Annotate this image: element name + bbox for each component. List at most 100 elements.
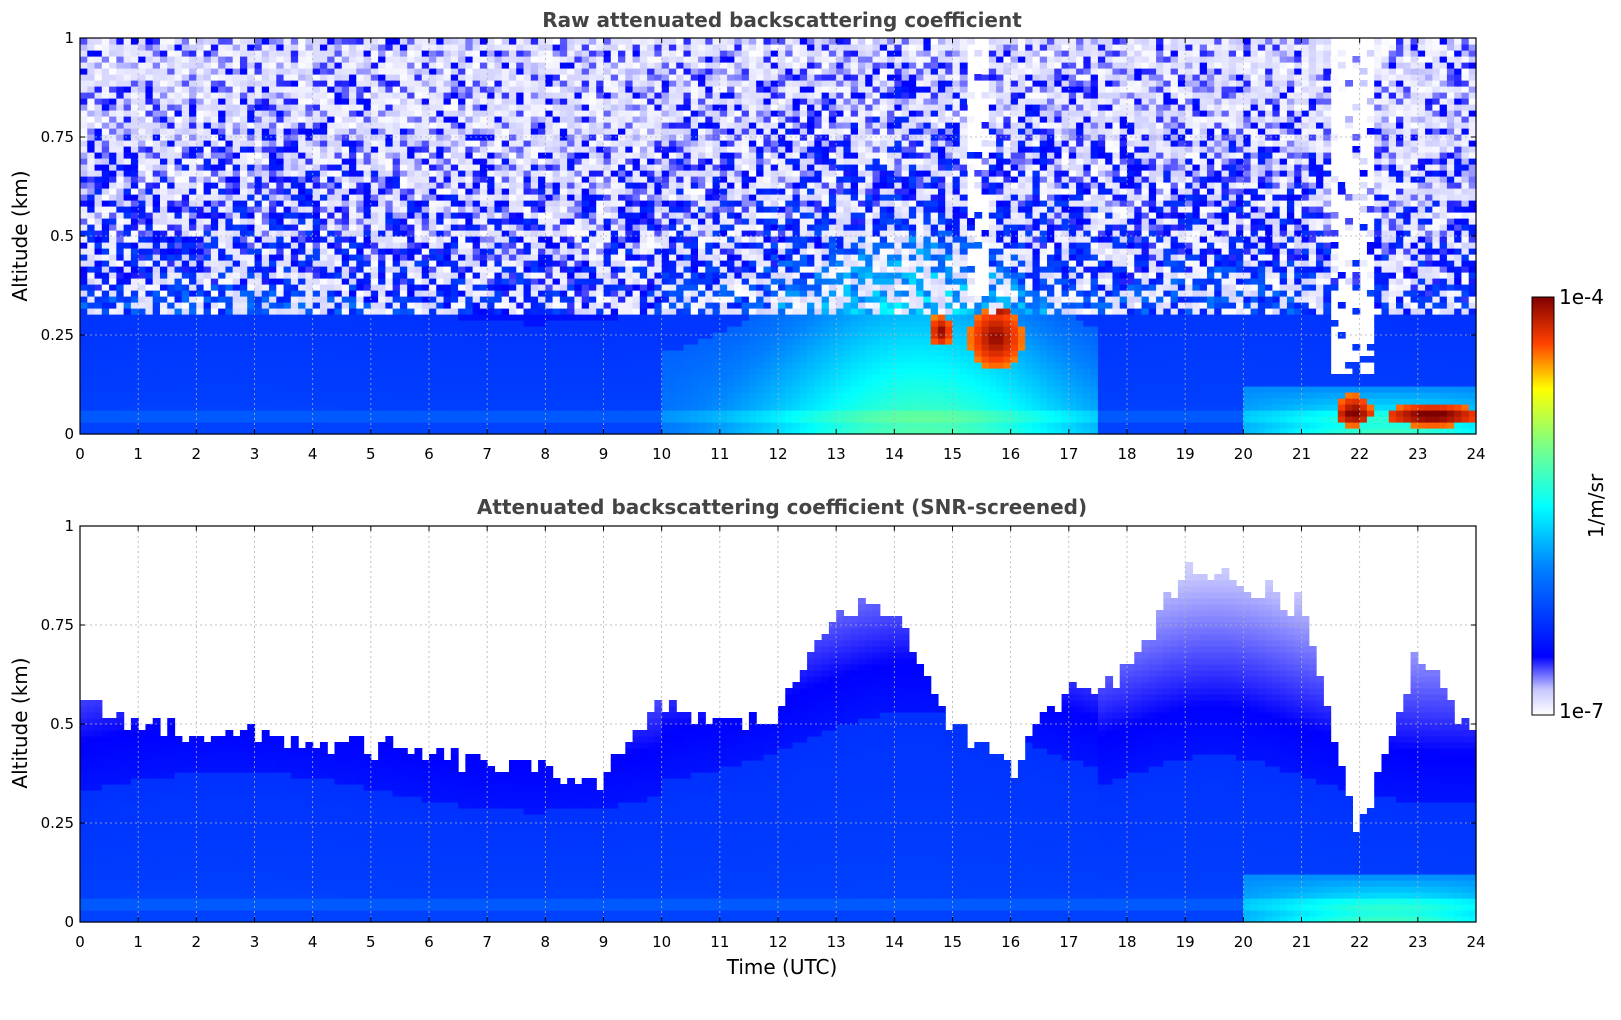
- heatmap-cell: [159, 146, 168, 153]
- heatmap-cell: [545, 146, 554, 153]
- heatmap-cell: [87, 314, 96, 321]
- heatmap-cell: [581, 116, 590, 123]
- heatmap-cell: [232, 158, 241, 165]
- heatmap-cell: [625, 362, 634, 369]
- heatmap-cell: [429, 224, 437, 231]
- heatmap-cell: [399, 380, 408, 387]
- heatmap-cell: [254, 170, 263, 177]
- heatmap-cell: [603, 272, 612, 279]
- heatmap-cell: [130, 182, 139, 189]
- heatmap-cell: [414, 110, 423, 117]
- heatmap-cell: [501, 338, 510, 345]
- heatmap-cell: [356, 392, 365, 399]
- heatmap-cell: [327, 290, 336, 297]
- heatmap-cell: [465, 164, 474, 171]
- heatmap-cell: [567, 182, 576, 189]
- heatmap-cell: [501, 170, 510, 177]
- heatmap-cell: [327, 122, 336, 129]
- heatmap-cell: [283, 56, 292, 63]
- heatmap-cell: [443, 158, 452, 165]
- heatmap-cell: [167, 374, 176, 381]
- heatmap-cell: [261, 242, 270, 249]
- heatmap-cell: [319, 194, 328, 201]
- heatmap-cell: [189, 326, 197, 333]
- heatmap-cell: [327, 344, 336, 351]
- heatmap-cell: [254, 332, 263, 339]
- heatmap-cell: [138, 278, 147, 285]
- heatmap-cell: [625, 194, 634, 201]
- heatmap-cell: [334, 44, 343, 51]
- heatmap-cell: [552, 338, 561, 345]
- heatmap-cell: [581, 248, 590, 255]
- heatmap-cell: [116, 188, 125, 195]
- heatmap-cell: [225, 50, 234, 57]
- heatmap-cell: [487, 200, 496, 207]
- heatmap-cell: [501, 344, 510, 351]
- heatmap-cell: [523, 392, 532, 399]
- heatmap-cell: [581, 122, 590, 129]
- heatmap-cell: [516, 44, 525, 51]
- heatmap-cell: [181, 398, 190, 405]
- heatmap-cell: [167, 308, 176, 315]
- heatmap-cell: [349, 422, 357, 429]
- heatmap-cell: [494, 182, 503, 189]
- heatmap-cell: [145, 248, 154, 255]
- heatmap-cell: [261, 200, 270, 207]
- heatmap-cell: [116, 122, 125, 129]
- heatmap-cell: [305, 92, 314, 99]
- heatmap-cell: [472, 272, 481, 279]
- heatmap-cell: [189, 404, 197, 411]
- heatmap-cell: [276, 368, 285, 375]
- heatmap-cell: [479, 314, 488, 321]
- heatmap-cell: [487, 224, 496, 231]
- heatmap-cell: [210, 188, 219, 195]
- heatmap-cell: [494, 320, 503, 327]
- heatmap-cell: [232, 242, 241, 249]
- heatmap-cell: [334, 374, 343, 381]
- heatmap-cell: [618, 428, 626, 435]
- heatmap-cell: [392, 386, 401, 393]
- heatmap-cell: [399, 338, 408, 345]
- heatmap-cell: [101, 404, 110, 411]
- heatmap-cell: [399, 206, 408, 213]
- heatmap-cell: [269, 92, 277, 99]
- heatmap-cell: [574, 194, 583, 201]
- heatmap-cell: [479, 398, 488, 405]
- heatmap-cell: [189, 146, 197, 153]
- heatmap-cell: [523, 410, 532, 417]
- heatmap-cell: [618, 290, 626, 297]
- heatmap-cell: [399, 182, 408, 189]
- heatmap-cell: [167, 404, 176, 411]
- heatmap-cell: [87, 182, 96, 189]
- heatmap-cell: [232, 344, 241, 351]
- heatmap-cell: [567, 356, 576, 363]
- heatmap-cell: [174, 218, 183, 225]
- heatmap-cell: [290, 176, 299, 183]
- heatmap-cell: [239, 134, 248, 141]
- heatmap-cell: [385, 272, 394, 279]
- heatmap-cell: [596, 86, 605, 93]
- heatmap-cell: [465, 422, 474, 429]
- heatmap-cell: [327, 296, 336, 303]
- heatmap-cell: [552, 68, 561, 75]
- heatmap-cell: [450, 266, 459, 273]
- heatmap-cell: [618, 56, 626, 63]
- heatmap-cell: [487, 398, 496, 405]
- heatmap-cell: [159, 212, 168, 219]
- heatmap-cell: [130, 350, 139, 357]
- heatmap-cell: [312, 392, 321, 399]
- heatmap-cell: [407, 194, 416, 201]
- heatmap-cell: [472, 128, 481, 135]
- heatmap-cell: [218, 104, 227, 111]
- heatmap-cell: [276, 104, 285, 111]
- heatmap-cell: [203, 230, 212, 237]
- heatmap-cell: [196, 212, 205, 219]
- heatmap-cell: [458, 80, 466, 87]
- heatmap-cell: [254, 368, 263, 375]
- heatmap-cell: [239, 50, 248, 57]
- heatmap-cell: [450, 212, 459, 219]
- heatmap-cell: [290, 248, 299, 255]
- heatmap-cell: [479, 260, 488, 267]
- heatmap-cell: [298, 236, 306, 243]
- heatmap-cell: [399, 326, 408, 333]
